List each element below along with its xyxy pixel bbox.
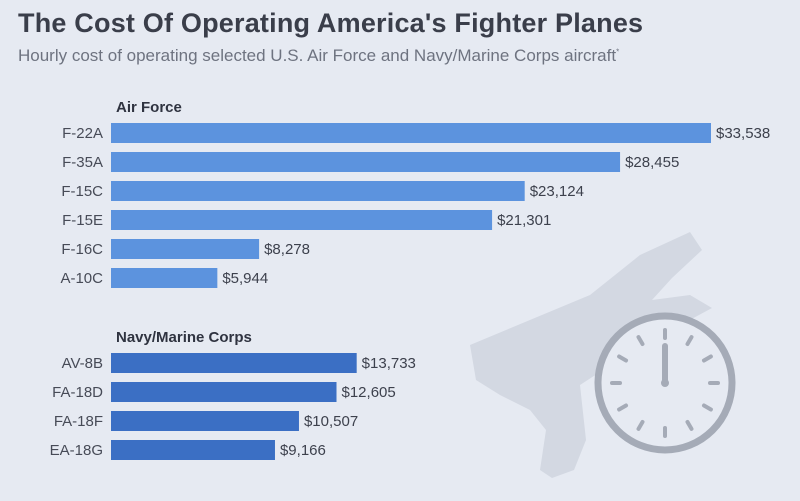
bar-navy-marine-corps-ea-18g	[111, 440, 275, 460]
category-label-ea-18g: EA-18G	[50, 442, 103, 459]
bar-navy-marine-corps-fa-18d	[111, 382, 337, 402]
category-label-fa-18f: FA-18F	[54, 413, 103, 430]
section-label-navy-marine-corps: Navy/Marine Corps	[116, 329, 252, 346]
category-label-f-22a: F-22A	[62, 125, 103, 142]
subtitle-text: Hourly cost of operating selected U.S. A…	[18, 46, 617, 65]
category-label-av-8b: AV-8B	[62, 355, 103, 372]
category-label-f-15e: F-15E	[62, 212, 103, 229]
clock-tick	[636, 335, 645, 347]
value-label-f-15e: $21,301	[497, 212, 551, 229]
clock-tick	[701, 354, 713, 363]
bar-navy-marine-corps-av-8b	[111, 353, 357, 373]
bar-air-force-f-22a	[111, 123, 711, 143]
value-label-av-8b: $13,733	[362, 355, 416, 372]
value-label-f-16c: $8,278	[264, 241, 310, 258]
clock-tick	[617, 403, 629, 412]
bar-air-force-f-35a	[111, 152, 621, 172]
bars-layer: F-22A $33,538 F-35A $28,455 F-15C $23,124 F-15…	[50, 123, 770, 460]
value-label-fa-18f: $10,507	[304, 413, 358, 430]
value-label-ea-18g: $9,166	[280, 442, 326, 459]
fighter-jet-silhouette-icon	[470, 232, 712, 478]
clock-tick	[701, 403, 713, 412]
bar-air-force-f-15c	[111, 181, 525, 201]
value-label-f-22a: $33,538	[716, 125, 770, 142]
footnote-mark: *	[616, 47, 620, 57]
bar-navy-marine-corps-fa-18f	[111, 411, 299, 431]
value-label-fa-18d: $12,605	[342, 384, 396, 401]
bar-air-force-f-16c	[111, 239, 260, 259]
category-label-a-10c: A-10C	[60, 270, 103, 287]
clock-tick	[685, 335, 694, 347]
bar-air-force-a-10c	[111, 268, 218, 288]
bar-air-force-f-15e	[111, 210, 493, 230]
category-label-f-15c: F-15C	[61, 183, 103, 200]
clock-tick	[636, 419, 645, 431]
chart-subtitle: Hourly cost of operating selected U.S. A…	[18, 46, 619, 66]
chart-title: The Cost Of Operating America's Fighter …	[18, 8, 644, 38]
clock-icon	[594, 312, 736, 454]
value-label-f-15c: $23,124	[530, 183, 584, 200]
clock-tick	[617, 354, 629, 363]
section-label-air-force: Air Force	[116, 99, 182, 116]
value-label-a-10c: $5,944	[222, 270, 268, 287]
category-label-f-16c: F-16C	[61, 241, 103, 258]
value-label-f-35a: $28,455	[625, 154, 679, 171]
category-label-f-35a: F-35A	[62, 154, 103, 171]
category-label-fa-18d: FA-18D	[52, 384, 103, 401]
clock-tick	[685, 419, 694, 431]
